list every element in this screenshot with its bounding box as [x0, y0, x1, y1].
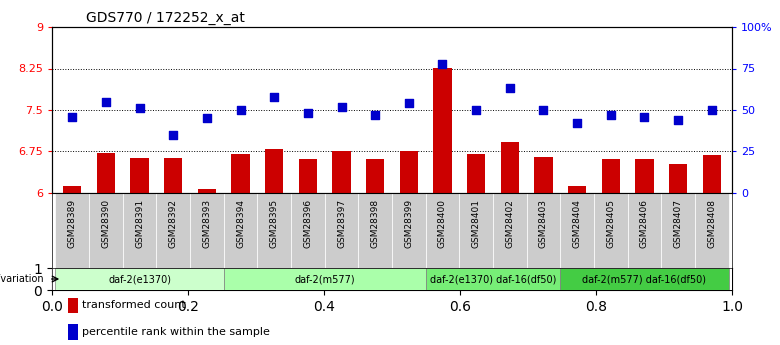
Point: [504, 86, 516, 91]
Text: GSM28408: GSM28408: [707, 199, 716, 248]
Point: [638, 114, 651, 119]
Bar: [601, 159, 620, 193]
Text: GSM28397: GSM28397: [337, 199, 346, 248]
FancyBboxPatch shape: [560, 268, 729, 289]
Bar: [197, 189, 216, 193]
Text: GSM28406: GSM28406: [640, 199, 649, 248]
Bar: [164, 158, 183, 193]
Point: [571, 120, 583, 126]
FancyBboxPatch shape: [426, 193, 459, 268]
Point: [604, 112, 617, 118]
Bar: [265, 149, 283, 193]
Bar: [635, 159, 654, 193]
Point: [133, 106, 146, 111]
Point: [200, 116, 213, 121]
FancyBboxPatch shape: [426, 268, 560, 289]
Text: GSM28390: GSM28390: [101, 199, 110, 248]
FancyBboxPatch shape: [324, 193, 358, 268]
Text: GSM28389: GSM28389: [68, 199, 76, 248]
Point: [402, 101, 415, 106]
Bar: [433, 68, 452, 193]
Bar: [299, 159, 317, 193]
FancyBboxPatch shape: [224, 193, 257, 268]
Bar: [534, 157, 553, 193]
Point: [537, 107, 550, 113]
Text: transformed count: transformed count: [82, 300, 186, 310]
FancyBboxPatch shape: [190, 193, 224, 268]
Point: [436, 61, 448, 66]
FancyBboxPatch shape: [628, 193, 661, 268]
Text: GSM28400: GSM28400: [438, 199, 447, 248]
FancyBboxPatch shape: [89, 193, 122, 268]
Bar: [568, 186, 587, 193]
Bar: [332, 151, 351, 193]
FancyBboxPatch shape: [594, 193, 628, 268]
Point: [66, 114, 79, 119]
FancyBboxPatch shape: [257, 193, 291, 268]
Bar: [63, 186, 81, 193]
Text: GDS770 / 172252_x_at: GDS770 / 172252_x_at: [86, 11, 245, 24]
FancyBboxPatch shape: [358, 193, 392, 268]
Text: GSM28401: GSM28401: [472, 199, 480, 248]
Point: [268, 94, 281, 99]
FancyBboxPatch shape: [291, 193, 324, 268]
Point: [234, 107, 246, 113]
Point: [369, 112, 381, 118]
Text: GSM28399: GSM28399: [404, 199, 413, 248]
Bar: [130, 158, 149, 193]
Text: percentile rank within the sample: percentile rank within the sample: [82, 327, 270, 337]
FancyBboxPatch shape: [526, 193, 560, 268]
Point: [706, 107, 718, 113]
Text: daf-2(e1370): daf-2(e1370): [108, 274, 171, 284]
Bar: [703, 155, 721, 193]
Text: daf-2(m577) daf-16(df50): daf-2(m577) daf-16(df50): [583, 274, 707, 284]
Text: GSM28395: GSM28395: [270, 199, 278, 248]
Bar: [501, 142, 519, 193]
Text: GSM28393: GSM28393: [202, 199, 211, 248]
Text: GSM28391: GSM28391: [135, 199, 144, 248]
FancyBboxPatch shape: [695, 193, 729, 268]
Point: [302, 110, 314, 116]
Bar: [366, 159, 385, 193]
Point: [167, 132, 179, 138]
Text: genotype/variation: genotype/variation: [0, 274, 44, 284]
FancyBboxPatch shape: [55, 193, 89, 268]
Text: daf-2(m577): daf-2(m577): [294, 274, 355, 284]
FancyBboxPatch shape: [560, 193, 594, 268]
Text: GSM28405: GSM28405: [606, 199, 615, 248]
FancyBboxPatch shape: [156, 193, 190, 268]
Text: GSM28392: GSM28392: [168, 199, 178, 248]
Bar: [399, 151, 418, 193]
Text: GSM28407: GSM28407: [674, 199, 682, 248]
Bar: [68, 324, 78, 339]
Text: GSM28394: GSM28394: [236, 199, 245, 248]
Bar: [231, 154, 250, 193]
FancyBboxPatch shape: [661, 193, 695, 268]
Text: daf-2(e1370) daf-16(df50): daf-2(e1370) daf-16(df50): [430, 274, 556, 284]
Point: [335, 104, 348, 109]
Point: [470, 107, 482, 113]
Text: GSM28402: GSM28402: [505, 199, 514, 248]
Point: [672, 117, 684, 123]
Point: [100, 99, 112, 105]
FancyBboxPatch shape: [122, 193, 156, 268]
Bar: [669, 164, 687, 193]
Text: GSM28403: GSM28403: [539, 199, 548, 248]
FancyBboxPatch shape: [459, 193, 493, 268]
Bar: [467, 154, 485, 193]
FancyBboxPatch shape: [55, 268, 224, 289]
FancyBboxPatch shape: [392, 193, 426, 268]
Text: GSM28398: GSM28398: [370, 199, 380, 248]
Bar: [97, 153, 115, 193]
FancyBboxPatch shape: [224, 268, 426, 289]
Bar: [68, 298, 78, 313]
FancyBboxPatch shape: [493, 193, 526, 268]
Text: GSM28396: GSM28396: [303, 199, 312, 248]
Text: GSM28404: GSM28404: [573, 199, 582, 248]
